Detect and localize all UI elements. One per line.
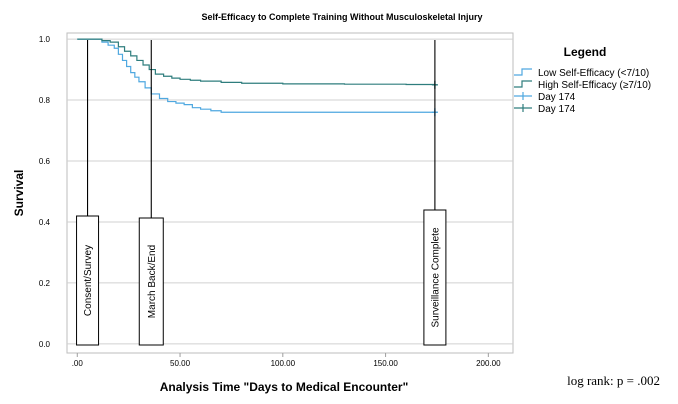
annotations: Consent/Survey March Back/End Surveillance…: [76, 40, 447, 346]
annotation-box: [138, 217, 164, 346]
y-axis-title: Survival: [12, 170, 26, 217]
x-tick-label: .00: [72, 359, 84, 368]
annotation-box: [76, 215, 100, 346]
y-tick-label: 0.2: [39, 279, 51, 288]
y-tick-label: 1.0: [39, 35, 51, 44]
x-tick-label: 50.00: [170, 359, 191, 368]
log-rank-note: log rank: p = .002: [567, 373, 660, 388]
series-line-1: [77, 38, 436, 86]
legend-swatch-line: [514, 68, 532, 76]
x-tick-label: 150.00: [373, 359, 398, 368]
legend-swatch-line: [514, 80, 532, 88]
chart-title: Self-Efficacy to Complete Training Witho…: [202, 12, 483, 22]
y-tick-label: 0.6: [39, 157, 51, 166]
y-tick-label: 0.8: [39, 96, 51, 105]
x-axis-ticks: .00 50.00 100.00 150.00 200.00: [72, 353, 501, 368]
annotation-label: Surveillance Complete: [430, 227, 441, 327]
x-tick-label: 100.00: [271, 359, 296, 368]
legend-label: Low Self-Efficacy (<7/10): [538, 68, 649, 79]
legend: Legend Low Self-Efficacy (<7/10)High Sel…: [514, 45, 651, 115]
x-tick-label: 200.00: [476, 359, 501, 368]
annotation-label: March Back/End: [147, 245, 158, 318]
x-axis-title: Analysis Time "Days to Medical Encounter…: [160, 380, 409, 394]
annotation-box: [423, 209, 447, 346]
y-axis-ticks: 0.0 0.2 0.4 0.6 0.8 1.0: [39, 35, 51, 349]
legend-label: Day 174: [538, 104, 576, 115]
legend-label: Day 174: [538, 92, 576, 103]
annotation-label: Consent/Survey: [83, 245, 94, 316]
legend-label: High Self-Efficacy (≥7/10): [538, 80, 651, 91]
y-tick-label: 0.0: [39, 340, 51, 349]
y-tick-label: 0.4: [39, 218, 51, 227]
legend-title: Legend: [564, 45, 607, 59]
